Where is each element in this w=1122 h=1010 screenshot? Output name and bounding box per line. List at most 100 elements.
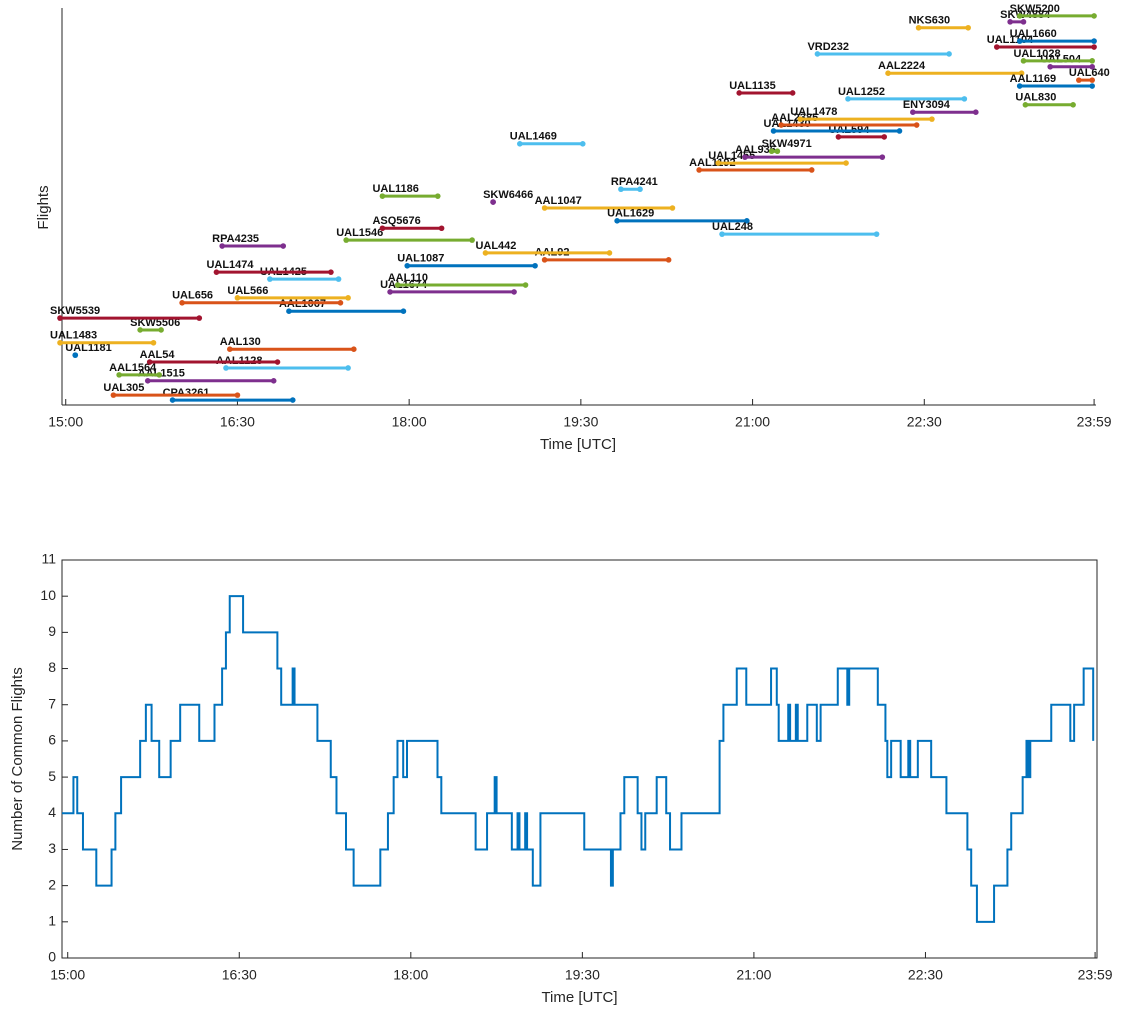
- flight-label: UAL1546: [336, 227, 383, 239]
- flight-start: [394, 282, 401, 288]
- flight-label: UAL1629: [607, 208, 654, 220]
- x-tick-label: 18:00: [392, 414, 427, 430]
- x-tick-label: 23:59: [1077, 414, 1112, 430]
- flight-end: [669, 205, 676, 211]
- flight-start: [482, 250, 489, 256]
- flight-label: AAL54: [140, 349, 176, 361]
- y-tick-label: 7: [48, 695, 56, 711]
- flight-end: [774, 148, 781, 155]
- flight-label: AAL1192: [689, 157, 735, 169]
- flight-start: [770, 128, 777, 134]
- flight-label: UAL1469: [510, 131, 557, 143]
- flight-start: [719, 231, 725, 237]
- x-tick-label: 23:59: [1078, 967, 1113, 983]
- flight-label: UAL1087: [397, 253, 444, 265]
- flight-end: [345, 295, 351, 301]
- flight-end: [1089, 58, 1095, 64]
- flight-start: [169, 397, 176, 403]
- flight-start: [814, 51, 821, 57]
- flight-end: [351, 346, 357, 353]
- y-tick-label: 2: [48, 876, 56, 892]
- flight-start: [742, 154, 748, 160]
- x-tick-label: 19:30: [565, 967, 600, 983]
- flight-label: UAL1660: [1010, 28, 1057, 40]
- x-tick-label: 15:00: [50, 967, 85, 983]
- flight-label: RPA4235: [212, 233, 259, 245]
- flight-start: [1016, 13, 1023, 19]
- flight-end: [1070, 102, 1076, 108]
- flight-start: [1076, 77, 1082, 83]
- flight-start: [517, 141, 523, 147]
- flight-start: [387, 289, 393, 295]
- flight-start: [778, 122, 784, 128]
- flight-start: [286, 308, 292, 314]
- flight-end: [400, 308, 407, 314]
- flight-start: [343, 237, 349, 243]
- y-tick-label: 1: [48, 913, 56, 929]
- flight-label: SKW5539: [50, 305, 100, 317]
- flight-end: [158, 327, 164, 333]
- flight-start: [1020, 58, 1027, 64]
- flight-start: [915, 24, 922, 31]
- flight-end: [156, 372, 163, 378]
- y-tick-label: 0: [48, 949, 56, 965]
- flight-end: [606, 250, 613, 256]
- step-line: [62, 595, 1095, 923]
- flight-end: [328, 269, 334, 275]
- flight-end: [665, 257, 672, 263]
- flight-label: UAL248: [712, 221, 753, 233]
- flight-label: SKW5200: [1010, 3, 1060, 15]
- flight-label: UAL1474: [206, 259, 254, 271]
- flight-start: [696, 167, 702, 173]
- y-tick-label: 9: [48, 623, 56, 639]
- flight-start: [885, 70, 891, 76]
- flight-end: [434, 193, 441, 199]
- flight-end: [511, 289, 517, 295]
- flight-label: UAL640: [1069, 67, 1110, 79]
- flight-start: [379, 193, 386, 199]
- flight-end: [335, 276, 342, 282]
- y-tick-label: 11: [41, 551, 56, 567]
- flight-start: [379, 225, 386, 232]
- y-tick-label: 6: [48, 732, 56, 748]
- flight-end: [946, 51, 952, 57]
- flight-start: [736, 90, 743, 96]
- flight-label: UAL1483: [50, 330, 97, 342]
- flight-start: [267, 276, 273, 282]
- flight-start: [845, 96, 851, 102]
- flight-start: [541, 257, 548, 263]
- x-tick-label: 18:00: [393, 967, 428, 983]
- flight-start: [57, 315, 63, 321]
- flight-label: UAL1186: [372, 183, 418, 195]
- flight-start: [219, 243, 225, 249]
- flight-end: [879, 154, 886, 160]
- x-tick-label: 21:00: [735, 414, 770, 430]
- x-axis-label: Time [UTC]: [541, 989, 617, 1006]
- y-tick-label: 4: [48, 804, 56, 820]
- flight-label: UAL1252: [838, 86, 885, 98]
- flight-end: [196, 315, 203, 321]
- flight-label: AAL110: [388, 272, 428, 284]
- flight-end: [961, 96, 968, 102]
- flight-label: AAL130: [220, 336, 261, 348]
- flight-end: [522, 282, 529, 288]
- flight-end: [1089, 83, 1095, 89]
- x-tick-label: 15:00: [48, 414, 83, 430]
- flight-end: [72, 352, 79, 358]
- flight-end: [808, 167, 815, 173]
- x-tick-label: 22:30: [907, 414, 942, 430]
- y-tick-label: 5: [48, 768, 56, 784]
- flight-label: UAL830: [1015, 92, 1056, 104]
- y-axis-label: Number of Common Flights: [9, 667, 26, 850]
- flight-start: [797, 116, 804, 122]
- flight-label: UAL1135: [729, 80, 775, 92]
- flight-start: [618, 186, 624, 193]
- flight-label: UAL656: [172, 290, 213, 302]
- flight-start: [541, 205, 548, 211]
- flight-end: [289, 397, 296, 403]
- flight-start: [835, 134, 842, 140]
- flight-start: [614, 218, 620, 224]
- plot-box: [61, 559, 1098, 959]
- flight-label: UAL1478: [790, 106, 837, 118]
